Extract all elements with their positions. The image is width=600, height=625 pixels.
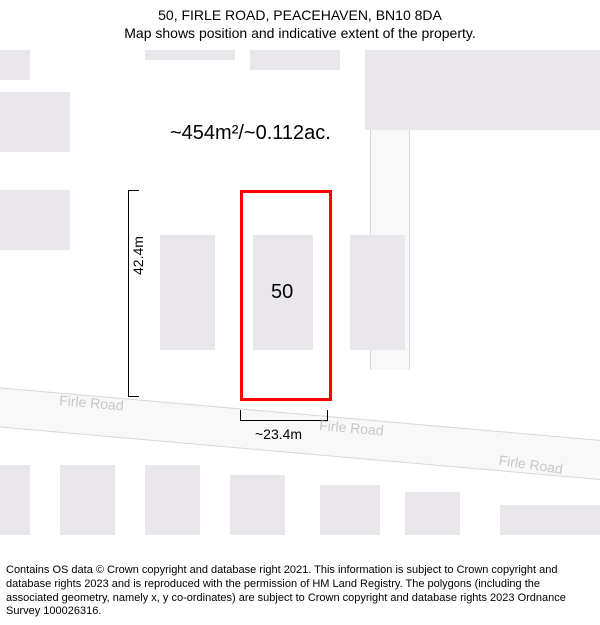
dim-bracket-vertical xyxy=(128,190,139,397)
dim-bracket-horizontal xyxy=(240,410,328,421)
subtitle: Map shows position and indicative extent… xyxy=(0,24,600,42)
building-footprint xyxy=(145,465,200,535)
dim-label-horizontal: ~23.4m xyxy=(255,426,302,442)
copyright-footer: Contains OS data © Crown copyright and d… xyxy=(6,564,594,619)
building-footprint xyxy=(0,190,70,250)
building-footprint xyxy=(0,50,30,80)
building-footprint xyxy=(320,485,380,535)
address-title: 50, FIRLE ROAD, PEACEHAVEN, BN10 8DA xyxy=(0,6,600,24)
area-label: ~454m²/~0.112ac. xyxy=(170,122,331,145)
dim-label-vertical: 42.4m xyxy=(130,236,146,275)
building-footprint xyxy=(60,465,115,535)
building-footprint xyxy=(365,50,600,130)
building-footprint xyxy=(500,505,600,535)
house-number: 50 xyxy=(271,281,293,304)
map-figure: 50, FIRLE ROAD, PEACEHAVEN, BN10 8DA Map… xyxy=(0,0,600,625)
building-footprint xyxy=(250,50,340,70)
map-area: 50 ~454m²/~0.112ac. 42.4m ~23.4m Firle R… xyxy=(0,50,600,535)
building-footprint xyxy=(145,50,235,60)
building-footprint xyxy=(160,235,215,350)
building-footprint xyxy=(405,492,460,535)
building-footprint xyxy=(230,475,285,535)
title-block: 50, FIRLE ROAD, PEACEHAVEN, BN10 8DA Map… xyxy=(0,6,600,42)
building-footprint xyxy=(0,92,70,152)
building-footprint xyxy=(0,465,30,535)
building-footprint xyxy=(350,235,405,350)
